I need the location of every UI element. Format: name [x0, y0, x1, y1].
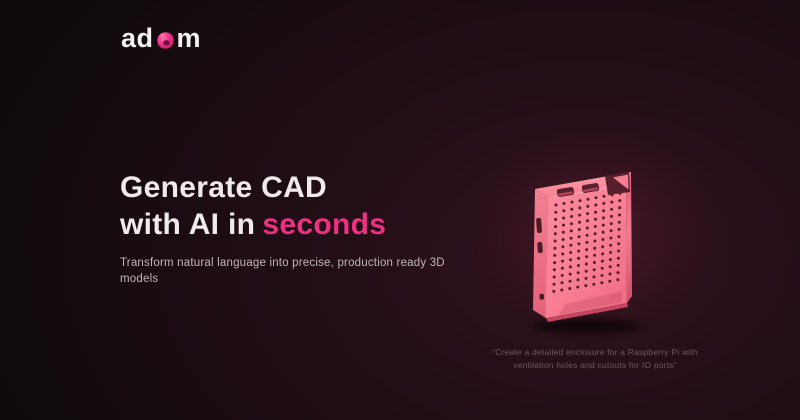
brand-logo-text-suffix: m: [176, 23, 202, 53]
front-left-edge-highlight: [545, 197, 550, 319]
ventilation-holes: [552, 191, 622, 293]
enclosure-front-face: [546, 185, 627, 318]
model-shadow: [532, 318, 640, 334]
prompt-caption: “Create a detailed enclosure for a Raspb…: [492, 347, 698, 370]
corner-gusset: [613, 174, 629, 190]
enclosure-right-face: [626, 172, 632, 303]
title-accent-word: seconds: [262, 208, 387, 241]
top-port-slots: [556, 171, 630, 197]
brand-logo[interactable]: ad m: [121, 25, 201, 52]
front-face-shading: [558, 291, 622, 315]
page-title: Generate CAD with AI in seconds: [120, 169, 490, 243]
title-line-1: Generate CAD: [120, 171, 327, 204]
hero-subtitle: Transform natural language into precise,…: [120, 257, 445, 285]
side-io-cutouts: [536, 217, 545, 300]
enclosure-bottom-edge: [546, 303, 628, 322]
raspberry-pi-enclosure-3d-model: [532, 171, 640, 334]
adam-blob-icon: [156, 31, 174, 49]
brand-logo-text-prefix: ad: [121, 23, 154, 53]
title-line-2-prefix: with AI in: [120, 208, 256, 241]
hero-section: Generate CAD with AI in seconds Transform…: [120, 169, 490, 288]
